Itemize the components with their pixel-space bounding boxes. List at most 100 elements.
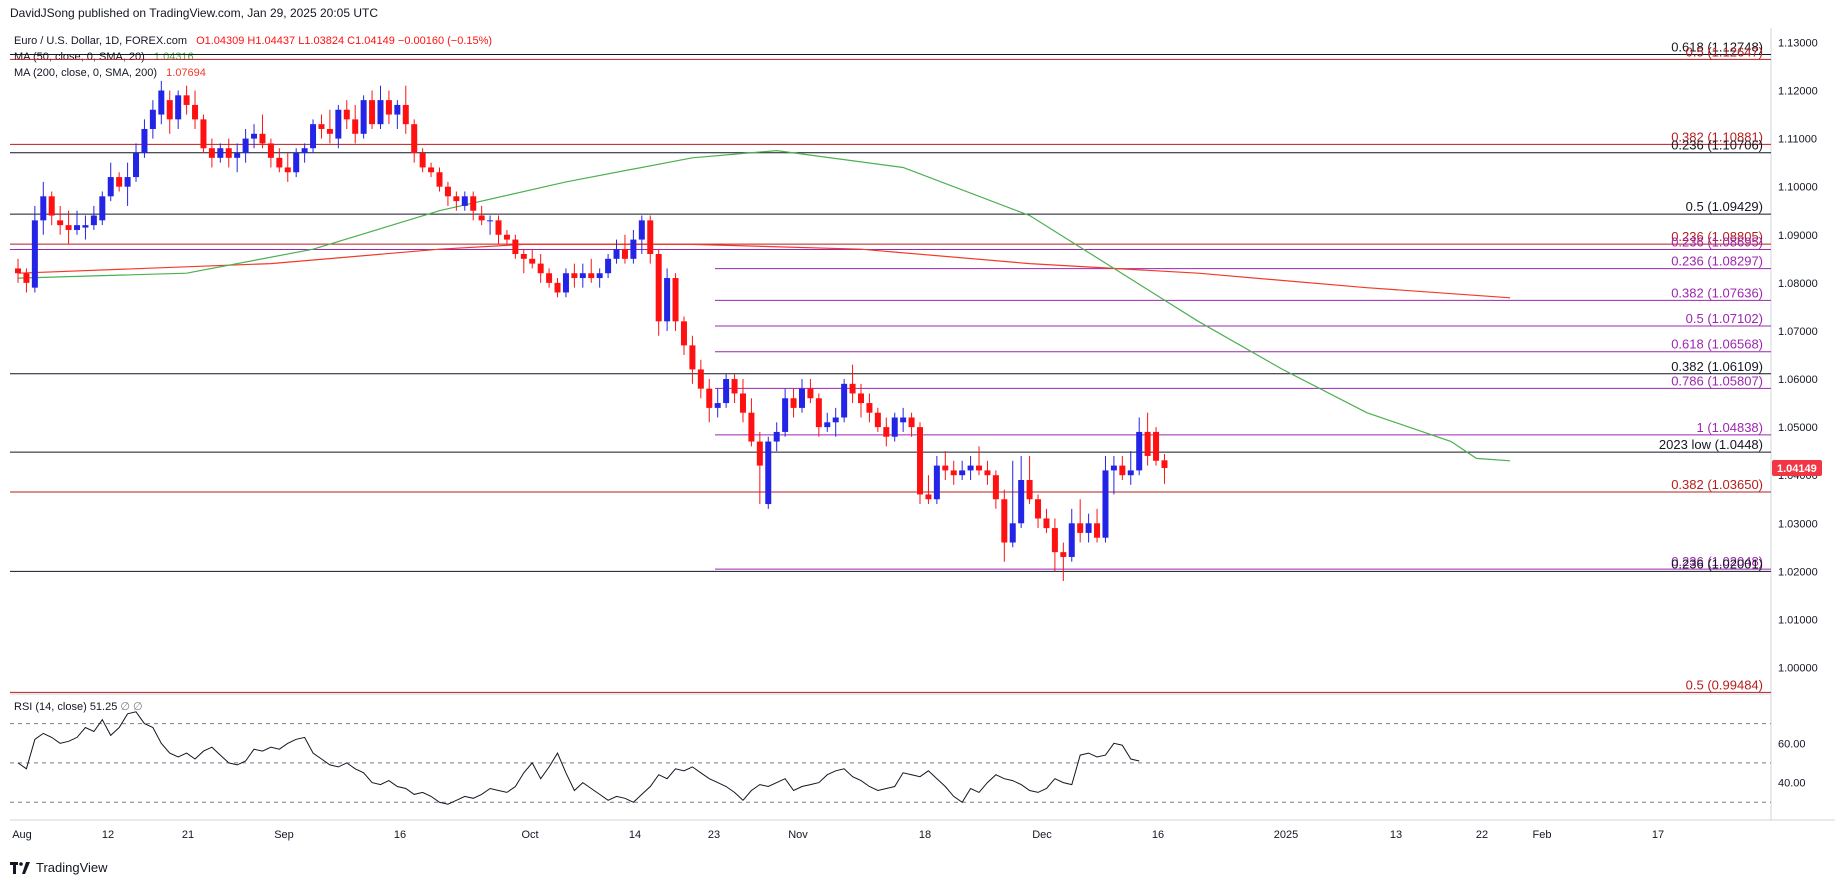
candle-body-32	[284, 167, 291, 173]
candle-body-88	[756, 441, 763, 466]
candle-body-59	[512, 239, 519, 255]
candle-body-40	[352, 119, 359, 134]
level-label-18: 0.5 (0.99484)	[1686, 677, 1763, 692]
candle-body-37	[326, 128, 333, 134]
candle-body-9	[90, 215, 97, 226]
level-label-1: 0.5 (1.12647)	[1686, 44, 1763, 59]
candle-body-41	[360, 100, 367, 134]
level-label-11: 0.382 (1.06109)	[1671, 359, 1763, 374]
tradingview-brand: TradingView	[36, 860, 108, 875]
candle-body-38	[335, 109, 342, 139]
time-tick-0: Aug	[12, 829, 32, 841]
candle-body-90	[773, 431, 780, 442]
candle-body-98	[841, 383, 848, 418]
candle-body-19	[175, 95, 182, 120]
candle-body-123	[1051, 528, 1058, 553]
candle-body-11	[107, 177, 114, 197]
time-tick-16: 17	[1652, 829, 1664, 841]
candle-body-122	[1043, 518, 1050, 529]
level-label-3: 0.236 (1.10706)	[1671, 138, 1763, 153]
price-tick-2: 1.11000	[1778, 134, 1817, 146]
candle-body-89	[765, 441, 772, 505]
candle-body-129	[1102, 470, 1109, 538]
candle-body-65	[562, 273, 569, 293]
level-label-9: 0.5 (1.07102)	[1686, 311, 1763, 326]
candle-body-24	[217, 148, 224, 158]
candle-body-26	[234, 153, 241, 158]
candle-body-3	[40, 196, 47, 221]
candle-body-101	[866, 403, 873, 413]
candle-body-136	[1161, 460, 1168, 468]
candle-body-20	[183, 95, 190, 105]
candle-body-55	[478, 215, 485, 221]
candle-body-1	[23, 273, 30, 283]
candle-body-15	[141, 128, 148, 154]
candle-body-74	[638, 220, 645, 240]
candle-body-57	[495, 220, 502, 235]
candle-body-30	[267, 143, 274, 158]
candle-body-128	[1094, 523, 1101, 538]
candle-body-70	[605, 258, 612, 274]
candle-body-106	[908, 417, 915, 428]
candle-body-46	[402, 104, 409, 125]
candle-body-51	[444, 186, 451, 197]
time-tick-1: 12	[102, 829, 114, 841]
candle-body-72	[621, 249, 628, 259]
candle-body-116	[992, 475, 999, 500]
candle-body-117	[1001, 499, 1008, 543]
candle-body-33	[293, 153, 300, 173]
ma50-legend: MA (50, close, 0, SMA, 20) 1.04316	[14, 51, 194, 63]
candle-body-34	[301, 148, 308, 154]
time-tick-7: 23	[708, 829, 720, 841]
candle-body-21	[192, 104, 199, 120]
candle-body-13	[124, 177, 131, 187]
level-label-14: 2023 low (1.0448)	[1659, 437, 1763, 452]
time-tick-10: Dec	[1032, 829, 1052, 841]
level-label-5: 0.236 (1.08805)	[1671, 229, 1763, 244]
time-tick-12: 2025	[1274, 829, 1298, 841]
price-tick-12: 1.01000	[1778, 614, 1818, 626]
candle-body-18	[166, 100, 173, 120]
candle-body-68	[588, 273, 595, 279]
publisher-header: DavidJSong published on TradingView.com,…	[10, 6, 379, 20]
time-tick-14: 22	[1476, 829, 1488, 841]
candle-body-54	[470, 196, 477, 211]
candle-body-107	[917, 427, 924, 495]
symbol-name: Euro / U.S. Dollar, 1D, FOREX.com	[14, 35, 187, 47]
tradingview-logo-icon	[10, 861, 30, 874]
rsi-extra: ∅ ∅	[120, 701, 143, 713]
level-label-0: 0.618 (1.12748)	[1671, 40, 1763, 55]
last-price-tag	[1772, 460, 1822, 477]
price-tick-3: 1.10000	[1778, 182, 1818, 194]
candle-body-22	[200, 119, 207, 149]
candle-body-7	[74, 225, 81, 230]
candle-body-49	[428, 167, 435, 173]
candle-body-105	[900, 417, 907, 423]
candle-body-63	[546, 273, 553, 283]
candle-body-69	[596, 273, 603, 279]
candle-body-132	[1127, 470, 1134, 476]
time-tick-2: 21	[182, 829, 194, 841]
time-tick-11: 16	[1152, 829, 1164, 841]
level-label-15: 0.382 (1.03650)	[1671, 477, 1763, 492]
candle-body-8	[82, 225, 89, 228]
last-price-text: 1.04149	[1777, 463, 1817, 475]
candle-body-5	[57, 220, 64, 226]
candle-body-79	[680, 321, 687, 346]
tradingview-footer[interactable]: TradingView	[10, 860, 108, 875]
candle-body-94	[807, 388, 814, 399]
candle-body-27	[242, 138, 249, 154]
time-tick-6: 14	[629, 829, 641, 841]
candle-body-2	[31, 220, 38, 288]
price-tick-6: 1.07000	[1778, 326, 1818, 338]
candle-body-0	[15, 268, 21, 274]
candle-body-96	[824, 422, 831, 428]
candle-body-61	[529, 258, 536, 264]
level-label-10: 0.618 (1.06568)	[1671, 337, 1763, 352]
rsi-legend: RSI (14, close) 51.25 ∅ ∅	[14, 700, 143, 713]
time-tick-4: 16	[394, 829, 406, 841]
candle-body-114	[976, 465, 983, 471]
candle-body-91	[782, 398, 789, 432]
price-tick-4: 1.09000	[1778, 230, 1818, 242]
